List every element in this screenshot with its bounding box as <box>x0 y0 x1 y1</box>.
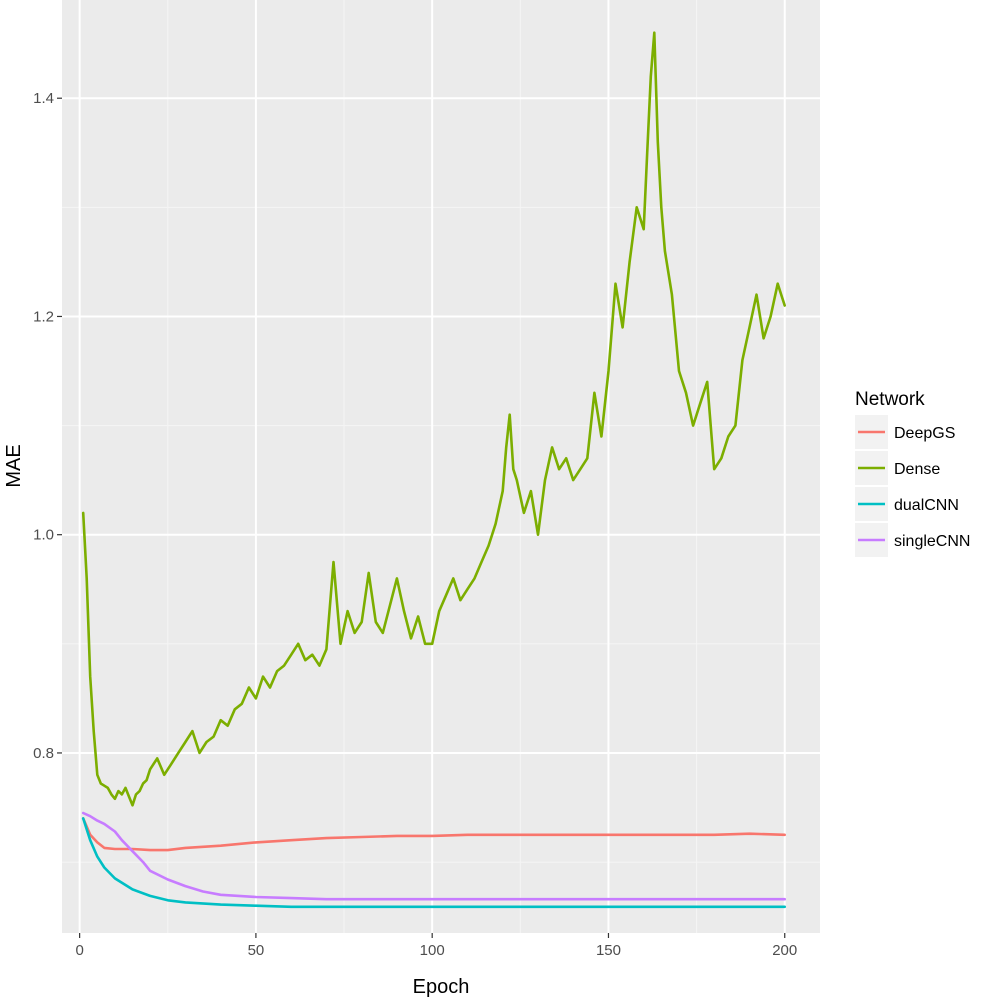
grid <box>62 0 820 933</box>
y-axis-title: MAE <box>3 444 25 487</box>
legend-label-dualCNN: dualCNN <box>894 497 959 514</box>
legend-label-Dense: Dense <box>894 461 940 478</box>
legend-title: Network <box>855 389 925 410</box>
x-tick-label: 50 <box>248 942 265 959</box>
series-line-singleCNN <box>81 811 787 901</box>
x-tick-label: 100 <box>420 942 445 959</box>
plot-panel <box>62 0 820 933</box>
x-axis-title: Epoch <box>413 976 470 998</box>
axes: 0 50 100 150 200 0.8 1.0 1.2 1.4 <box>33 90 797 959</box>
y-tick-label: 0.8 <box>33 745 54 762</box>
series-lines <box>81 31 787 909</box>
x-tick-label: 0 <box>75 942 83 959</box>
x-tick-label: 200 <box>772 942 797 959</box>
series-line-Dense <box>81 31 787 807</box>
legend-label-DeepGS: DeepGS <box>894 425 955 442</box>
x-tick-label: 150 <box>596 942 621 959</box>
series-line-DeepGS <box>81 817 787 852</box>
legend: Network DeepGS Dense dualCNN singleCNN <box>855 389 970 557</box>
series-line-dualCNN <box>81 817 787 909</box>
legend-label-singleCNN: singleCNN <box>894 533 970 550</box>
y-tick-label: 1.0 <box>33 527 54 544</box>
y-tick-label: 1.2 <box>33 308 54 325</box>
y-tick-label: 1.4 <box>33 90 54 107</box>
